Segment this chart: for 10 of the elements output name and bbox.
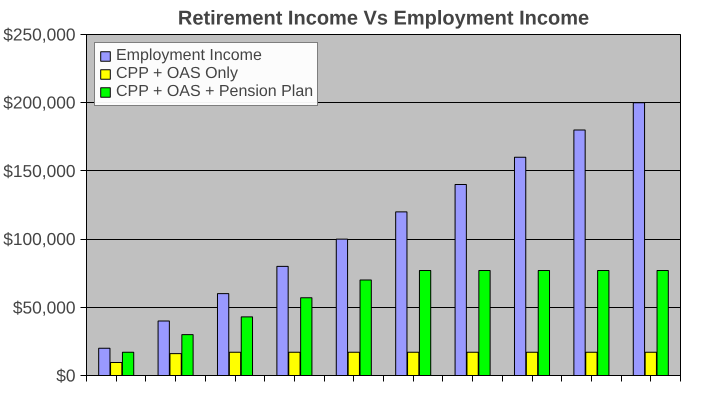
y-tick-label: $250,000 bbox=[3, 24, 76, 44]
y-tick-label: $200,000 bbox=[3, 92, 76, 113]
y-tick-label: $150,000 bbox=[3, 160, 76, 181]
legend-label: Employment Income bbox=[116, 47, 262, 65]
legend-label: CPP + OAS Only bbox=[116, 65, 238, 83]
legend-label: CPP + OAS + Pension Plan bbox=[116, 83, 314, 101]
chart-title: Retirement Income Vs Employment Income bbox=[178, 8, 590, 30]
y-tick-label: $50,000 bbox=[12, 297, 76, 318]
y-tick-label: $0 bbox=[56, 366, 76, 386]
y-tick-label: $100,000 bbox=[3, 229, 76, 250]
